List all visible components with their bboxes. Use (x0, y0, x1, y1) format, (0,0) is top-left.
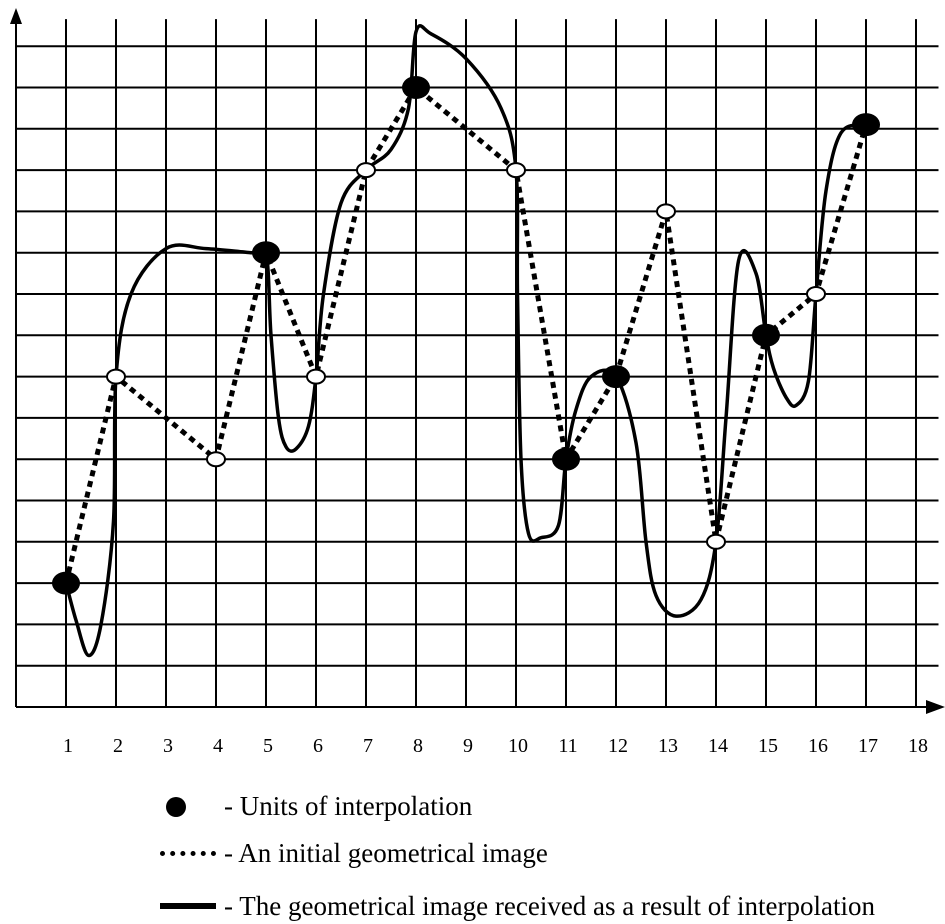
initial-point-marker (806, 286, 826, 302)
x-tick-label: 6 (313, 735, 323, 757)
y-axis-arrow-icon (10, 8, 22, 24)
initial-point-marker (356, 162, 376, 179)
legend-item-interpolated: - The geometrical image received as a re… (160, 889, 875, 923)
grid-lines (16, 19, 939, 707)
x-tick-label: 8 (413, 735, 423, 757)
initial-point-marker (306, 368, 326, 385)
legend-label-units: - Units of interpolation (224, 790, 473, 821)
x-tick-label: 11 (558, 735, 577, 757)
x-tick-label: 17 (858, 735, 878, 757)
markers (52, 76, 880, 595)
interpolation-unit-marker (52, 571, 80, 595)
legend-item-initial: - An initial geometrical image (160, 836, 548, 870)
x-tick-label: 4 (213, 735, 223, 757)
x-tick-label: 9 (463, 735, 473, 757)
interpolation-unit-marker (752, 323, 780, 347)
series-interpolated-solid-line (64, 24, 867, 658)
initial-point-marker (106, 368, 126, 385)
filled-dot-icon (160, 789, 218, 823)
interpolation-chart: 1 2 3 4 5 6 7 8 9 10 11 12 13 14 15 16 17 18 (10, 8, 945, 757)
x-tick-labels: 1 2 3 4 5 6 7 8 9 10 11 12 13 14 15 16 17 18 (63, 735, 928, 757)
interpolation-unit-marker (252, 241, 280, 265)
x-tick-label: 15 (758, 735, 778, 757)
initial-point-marker (706, 533, 726, 550)
x-tick-label: 5 (263, 735, 273, 757)
legend-label-initial: - An initial geometrical image (224, 837, 548, 868)
x-tick-label: 16 (808, 735, 828, 757)
x-tick-label: 18 (908, 735, 928, 757)
x-tick-label: 3 (163, 735, 173, 757)
interpolation-unit-marker (402, 76, 430, 99)
solid-line-icon (160, 889, 218, 923)
initial-point-marker (206, 451, 226, 468)
x-tick-label: 13 (658, 735, 678, 757)
legend-label-interpolated: - The geometrical image received as a re… (224, 890, 875, 921)
dotted-line-icon (160, 836, 218, 870)
interpolation-unit-marker (552, 447, 580, 471)
legend-item-units: - Units of interpolation (160, 789, 472, 823)
initial-point-marker (506, 162, 526, 179)
interpolation-unit-marker (602, 365, 630, 389)
initial-point-marker (656, 203, 676, 220)
x-tick-label: 12 (608, 735, 628, 757)
x-tick-label: 10 (508, 735, 528, 757)
interpolation-unit-marker (852, 113, 880, 137)
x-tick-label: 14 (708, 735, 728, 757)
x-tick-label: 1 (63, 735, 73, 757)
axes (10, 8, 945, 714)
x-tick-label: 7 (363, 735, 373, 757)
x-axis-arrow-icon (926, 700, 945, 714)
x-tick-label: 2 (113, 735, 123, 757)
